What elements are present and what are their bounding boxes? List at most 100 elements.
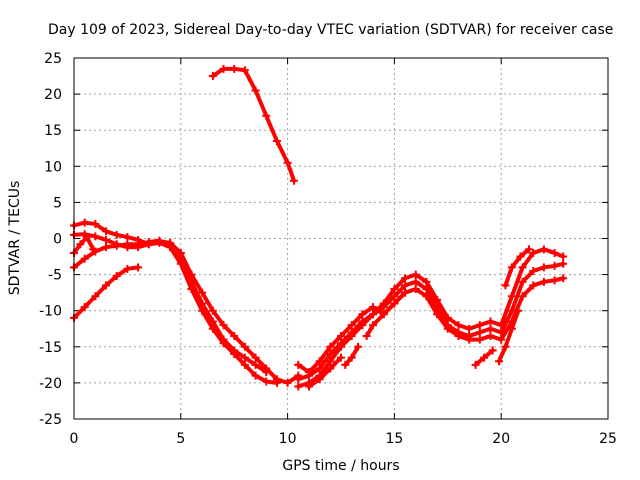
- data-point: [230, 346, 239, 355]
- data-point: [550, 261, 559, 270]
- data-point: [198, 299, 207, 308]
- data-point: [539, 277, 548, 286]
- data-point: [123, 240, 132, 249]
- data-point: [379, 310, 388, 319]
- data-point: [401, 288, 410, 297]
- data-point: [112, 272, 121, 281]
- data-point: [251, 371, 260, 380]
- data-point: [501, 281, 510, 290]
- data-point: [251, 86, 260, 95]
- axis-ticks: 0 5 10 15 20 25 -25 -20 -15 -10 -5 0 5 10 15 20 25: [39, 51, 617, 447]
- series-line: [306, 355, 343, 389]
- data-point: [486, 317, 495, 326]
- y-tick-label: 10: [44, 159, 62, 175]
- data-point: [550, 276, 559, 285]
- series-trace-h: [294, 259, 568, 384]
- data-point: [198, 288, 207, 297]
- data-point: [358, 317, 367, 326]
- data-point: [80, 254, 89, 263]
- data-point: [529, 248, 538, 257]
- series-line: [296, 276, 566, 375]
- y-axis-label: SDTVAR / TECUs: [7, 181, 23, 296]
- data-point: [219, 335, 228, 344]
- data-point: [91, 220, 100, 229]
- data-point: [76, 240, 85, 249]
- data-point: [475, 335, 484, 344]
- data-point: [475, 328, 484, 337]
- data-point: [219, 64, 228, 73]
- data-point: [208, 306, 217, 315]
- data-point: [411, 270, 420, 279]
- data-point: [80, 303, 89, 312]
- x-axis-label: GPS time / hours: [282, 458, 399, 474]
- data-point: [208, 72, 217, 81]
- data-point: [315, 364, 324, 373]
- plot-frame: [73, 57, 609, 420]
- data-point: [379, 303, 388, 312]
- y-tick-label: 5: [53, 195, 62, 211]
- data-point: [102, 235, 111, 244]
- data-point: [80, 218, 89, 227]
- data-point: [514, 306, 523, 315]
- y-tick-label: -10: [39, 304, 62, 320]
- series-trace-k: [341, 342, 363, 369]
- series-trace-e: [70, 263, 143, 322]
- series-line: [296, 261, 566, 382]
- data-point: [326, 364, 335, 373]
- data-point: [112, 230, 121, 239]
- series-trace-l: [362, 288, 410, 340]
- data-point: [219, 321, 228, 330]
- data-point: [290, 176, 299, 185]
- data-point: [471, 360, 480, 369]
- data-point: [102, 227, 111, 236]
- data-point: [495, 357, 504, 366]
- data-point: [326, 342, 335, 351]
- data-point: [411, 285, 420, 294]
- data-point: [166, 240, 175, 249]
- data-point: [123, 233, 132, 242]
- data-point: [337, 339, 345, 348]
- data-point: [102, 281, 111, 290]
- data-point: [262, 368, 271, 377]
- y-tick-label: 20: [44, 87, 62, 103]
- data-point: [401, 281, 410, 290]
- x-tick-label: 25: [599, 431, 617, 447]
- y-tick-label: -20: [39, 376, 62, 392]
- x-tick-label: 15: [385, 431, 403, 447]
- data-point: [411, 277, 420, 286]
- data-point: [262, 111, 271, 120]
- data-point: [529, 266, 538, 275]
- series-line: [497, 308, 521, 364]
- data-point: [422, 277, 431, 286]
- series-trace-j: [304, 353, 345, 391]
- data-point: [251, 353, 260, 362]
- data-point: [262, 377, 271, 386]
- data-point: [518, 292, 527, 301]
- data-point: [337, 331, 345, 340]
- y-tick-label: 25: [44, 51, 62, 67]
- data-point: [486, 324, 495, 333]
- data-point: [187, 277, 196, 286]
- data-point: [123, 264, 132, 273]
- data-point: [475, 321, 484, 330]
- data-point: [337, 353, 345, 362]
- data-point: [390, 299, 399, 308]
- data-point: [240, 342, 249, 351]
- y-tick-label: 0: [53, 232, 62, 248]
- chart-title: Day 109 of 2023, Sidereal Day-to-day VTE…: [48, 22, 613, 38]
- series-trace-o: [501, 245, 533, 290]
- data-point: [550, 248, 559, 257]
- data-point: [507, 263, 516, 272]
- data-point: [102, 243, 111, 252]
- data-point: [347, 321, 356, 330]
- data-point: [369, 310, 378, 319]
- series-line: [72, 238, 269, 375]
- series-trace-n: [495, 306, 523, 366]
- data-point: [326, 357, 335, 366]
- data-point: [486, 331, 495, 340]
- series-trace-a: [208, 64, 299, 185]
- data-point: [465, 335, 474, 344]
- data-point: [347, 328, 356, 337]
- data-point: [529, 281, 538, 290]
- data-point: [240, 66, 249, 75]
